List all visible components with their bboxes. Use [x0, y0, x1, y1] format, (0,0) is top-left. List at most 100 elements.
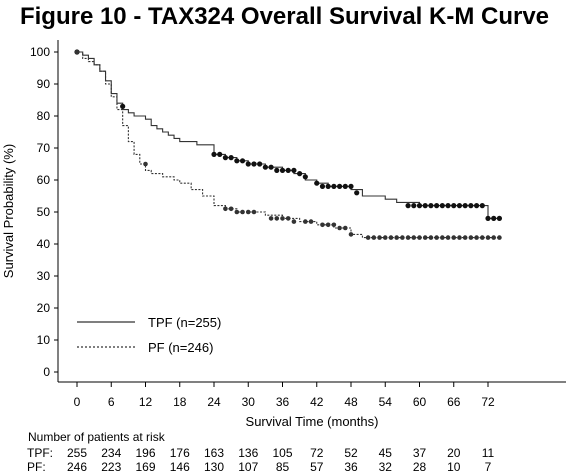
x-tick-label: 48 [344, 395, 358, 409]
censor-point-tpf [211, 151, 217, 157]
censor-point-tpf [331, 183, 337, 189]
risk-value: 7 [485, 460, 492, 474]
censor-point-pf [451, 235, 457, 240]
censor-point-tpf [468, 203, 474, 209]
censor-point-pf [417, 235, 422, 240]
y-tick-label: 70 [37, 141, 51, 155]
censor-point-pf [223, 206, 228, 212]
y-axis-title: Survival Probability (%) [1, 144, 16, 278]
x-tick-label: 6 [108, 395, 115, 409]
censor-point-pf [371, 235, 377, 240]
censor-point-tpf [496, 215, 503, 221]
risk-value: 105 [272, 446, 292, 460]
censor-point-pf [234, 209, 240, 215]
x-tick-label: 72 [481, 395, 495, 409]
censor-point-pf [491, 235, 497, 240]
y-tick-label: 10 [37, 333, 51, 347]
risk-value: 146 [170, 460, 190, 474]
risk-value: 176 [170, 446, 190, 460]
censor-point-tpf [291, 167, 297, 173]
risk-value: 11 [482, 446, 495, 460]
x-tick-label: 42 [310, 395, 324, 409]
x-tick-label: 66 [447, 395, 461, 409]
risk-value: 246 [67, 460, 87, 474]
censor-point-pf [280, 216, 285, 221]
censor-point-pf [342, 225, 348, 231]
censor-point-tpf [268, 164, 274, 170]
risk-value: 10 [447, 460, 461, 474]
y-tick-label: 30 [37, 269, 51, 283]
censor-point-tpf [302, 174, 308, 180]
risk-row-label-pf: PF: [27, 460, 46, 474]
censor-point-tpf [456, 203, 463, 209]
censor-point-pf [348, 232, 354, 237]
censor-point-pf [445, 235, 451, 240]
risk-value: 45 [379, 446, 393, 460]
x-tick-label: 12 [139, 395, 153, 409]
censor-point-pf [228, 206, 234, 212]
censor-point-tpf [439, 203, 445, 209]
risk-value: 136 [238, 446, 258, 460]
y-tick-label: 100 [30, 45, 50, 59]
x-axis-title: Survival Time (months) [246, 414, 379, 429]
x-tick-label: 36 [276, 395, 290, 409]
censor-point-pf [320, 222, 325, 228]
risk-value: 223 [101, 460, 121, 474]
risk-value: 169 [135, 460, 155, 474]
censor-point-tpf [325, 183, 331, 189]
x-tick-label: 60 [413, 395, 427, 409]
y-tick-label: 40 [37, 237, 51, 251]
censor-point-tpf [120, 103, 126, 109]
risk-value: 37 [413, 446, 427, 460]
y-tick-label: 0 [43, 365, 50, 379]
risk-value: 107 [238, 460, 258, 474]
censor-point-pf [485, 235, 491, 240]
censor-point-tpf [314, 180, 320, 186]
risk-value: 85 [276, 460, 290, 474]
censor-point-pf [479, 235, 485, 240]
censor-point-pf [497, 235, 502, 240]
risk-value: 57 [310, 460, 324, 474]
y-tick-label: 50 [37, 205, 51, 219]
censor-point-tpf [245, 161, 251, 167]
censor-point-tpf [336, 183, 343, 189]
x-tick-label: 0 [74, 395, 81, 409]
censor-point-pf [337, 225, 342, 231]
censor-point-tpf [434, 203, 440, 209]
censor-point-pf [405, 235, 411, 240]
censor-point-pf [331, 222, 337, 228]
risk-value: 163 [204, 446, 224, 460]
censor-point-pf [303, 219, 308, 224]
censor-point-pf [428, 235, 434, 240]
censor-point-tpf [416, 203, 423, 209]
censor-point-pf [251, 209, 257, 215]
risk-value: 20 [447, 446, 461, 460]
risk-value: 36 [344, 460, 358, 474]
censor-point-tpf [279, 167, 286, 173]
risk-value: 196 [135, 446, 155, 460]
risk-value: 72 [310, 446, 324, 460]
y-tick-label: 90 [37, 77, 51, 91]
x-tick-label: 24 [207, 395, 221, 409]
series-line-pf [77, 51, 500, 239]
censor-point-tpf [485, 215, 491, 221]
censor-point-pf [388, 235, 394, 240]
censor-point-pf [434, 235, 439, 240]
censor-point-tpf [405, 203, 411, 209]
censor-point-tpf [473, 203, 480, 209]
y-tick-label: 20 [37, 301, 51, 315]
censor-point-tpf [445, 203, 451, 209]
censor-point-tpf [479, 203, 485, 209]
censor-point-tpf [348, 183, 354, 189]
y-tick-label: 80 [37, 109, 51, 123]
censor-point-tpf [354, 190, 360, 196]
risk-value: 28 [413, 460, 427, 474]
censor-point-pf [422, 235, 428, 240]
censor-point-pf [411, 235, 417, 240]
censor-point-pf [394, 235, 399, 240]
chart-title: Figure 10 - TAX324 Overall Survival K-M … [19, 3, 550, 30]
censor-point-pf [400, 235, 405, 240]
censor-point-pf [377, 235, 382, 240]
survival-curves [74, 49, 503, 240]
